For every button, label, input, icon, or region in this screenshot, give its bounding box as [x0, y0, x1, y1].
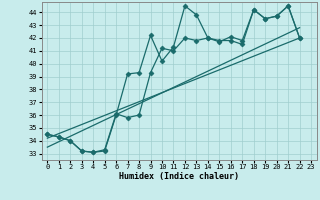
X-axis label: Humidex (Indice chaleur): Humidex (Indice chaleur) — [119, 172, 239, 181]
